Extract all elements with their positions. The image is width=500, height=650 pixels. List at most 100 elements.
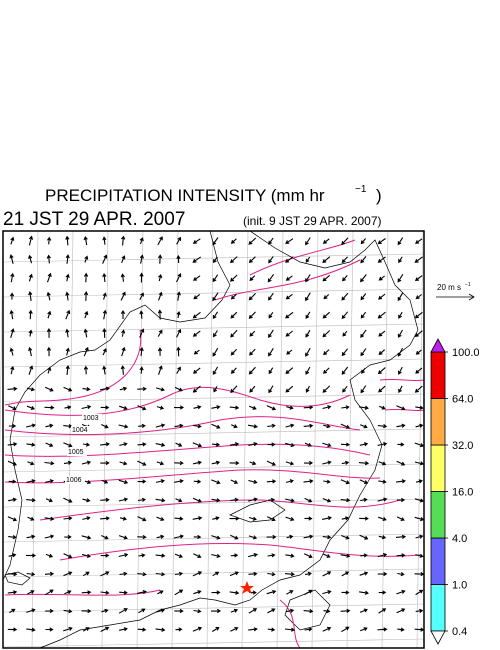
- wind-arrow: [102, 272, 107, 283]
- wind-arrow: [249, 275, 256, 282]
- wind-arrow: [304, 589, 313, 596]
- wind-arrow: [396, 553, 406, 558]
- wind-arrow: [361, 367, 366, 374]
- wind-arrow: [323, 349, 330, 356]
- wind-arrow: [26, 442, 36, 447]
- wind-arrow: [285, 238, 294, 244]
- wind-arrow: [230, 329, 238, 338]
- coastline: [4, 571, 31, 586]
- wind-arrow: [193, 293, 201, 300]
- wind-arrow: [268, 237, 274, 245]
- wind-arrow: [10, 236, 15, 245]
- wind-arrow: [360, 553, 368, 558]
- wind-arrow: [100, 553, 110, 558]
- wind-arrow: [121, 346, 126, 357]
- wind-arrow: [360, 293, 367, 301]
- wind-arrow: [155, 498, 166, 503]
- wind-arrow: [211, 405, 221, 410]
- isobar-label-bg: [65, 476, 85, 484]
- wind-arrow: [248, 479, 258, 484]
- wind-arrow: [305, 311, 311, 320]
- wind-arrow: [27, 516, 35, 521]
- wind-arrow: [305, 347, 311, 357]
- wind-arrow: [211, 460, 221, 465]
- wind-arrow: [340, 442, 351, 447]
- isobar-label: 1006: [66, 477, 82, 484]
- wind-arrow: [46, 272, 52, 283]
- wind-arrow: [137, 627, 147, 632]
- wind-arrow: [156, 405, 165, 410]
- wind-arrow: [192, 571, 203, 577]
- coastline: [39, 230, 419, 649]
- wind-arrow: [322, 256, 331, 263]
- wind-arrow: [285, 442, 295, 448]
- wind-arrow: [28, 329, 33, 337]
- wind-arrow: [212, 237, 219, 246]
- wind-arrow: [396, 516, 405, 521]
- wind-arrow: [100, 442, 110, 447]
- wind-arrow: [44, 386, 54, 392]
- wind-arrow: [102, 292, 107, 300]
- wind-arrow: [155, 608, 166, 613]
- wind-arrow: [286, 405, 294, 410]
- wind-arrow: [45, 608, 54, 614]
- wind-arrow: [359, 479, 369, 485]
- wind-arrow: [323, 553, 331, 558]
- wind-arrow: [341, 571, 350, 577]
- wind-arrow: [267, 442, 276, 447]
- wind-arrow: [81, 590, 92, 595]
- graticule-line: [31, 230, 39, 649]
- wind-arrow: [414, 498, 425, 503]
- wind-arrow: [63, 516, 73, 521]
- wind-arrow: [192, 460, 202, 465]
- wind-arrow: [102, 365, 107, 375]
- wind-arrow: [213, 330, 218, 338]
- wind-arrow: [156, 516, 165, 521]
- wind-arrow: [230, 348, 238, 356]
- wind-arrow: [266, 516, 276, 522]
- wind-arrow: [120, 291, 126, 301]
- wind-arrow: [120, 309, 126, 319]
- wind-arrow: [304, 571, 312, 576]
- isobar: [214, 259, 361, 301]
- wind-arrow: [155, 553, 166, 558]
- wind-arrow: [322, 274, 331, 282]
- wind-arrow: [304, 627, 313, 632]
- wind-arrow: [65, 347, 70, 356]
- wind-arrow: [119, 386, 128, 391]
- wind-arrow: [377, 367, 386, 375]
- wind-arrow: [377, 424, 388, 429]
- wind-arrow: [175, 442, 183, 447]
- wind-arrow: [28, 235, 34, 246]
- wind-arrow: [359, 516, 369, 521]
- wind-arrow: [156, 461, 165, 466]
- wind-arrow: [137, 405, 147, 411]
- colorbar-segment: [430, 398, 446, 446]
- graticule-line: [2, 533, 425, 543]
- wind-arrow: [137, 386, 147, 392]
- wind-arrow: [27, 461, 35, 466]
- wind-arrow: [81, 535, 92, 540]
- wind-arrow: [119, 590, 128, 595]
- wind-arrow: [137, 516, 147, 522]
- wind-arrow: [139, 310, 144, 319]
- graticule-line: [136, 230, 144, 649]
- wind-arrow: [378, 349, 386, 355]
- wind-arrow: [414, 442, 425, 448]
- wind-arrow: [212, 292, 219, 302]
- wind-arrow: [44, 534, 55, 539]
- wind-arrow: [157, 291, 163, 301]
- wind-arrow: [82, 516, 91, 521]
- isobar-label-bg: [71, 426, 91, 434]
- graticule-line: [2, 568, 425, 578]
- wind-arrow: [341, 366, 349, 375]
- wind-arrow: [9, 254, 14, 264]
- wind-arrow: [26, 479, 36, 484]
- wind-arrow: [174, 460, 184, 466]
- wind-arrow: [268, 385, 274, 394]
- wind-arrow: [100, 460, 110, 466]
- wind-arrow: [415, 405, 424, 410]
- isobar: [379, 378, 425, 382]
- wind-arrow: [341, 311, 349, 320]
- wind-arrow: [377, 571, 388, 577]
